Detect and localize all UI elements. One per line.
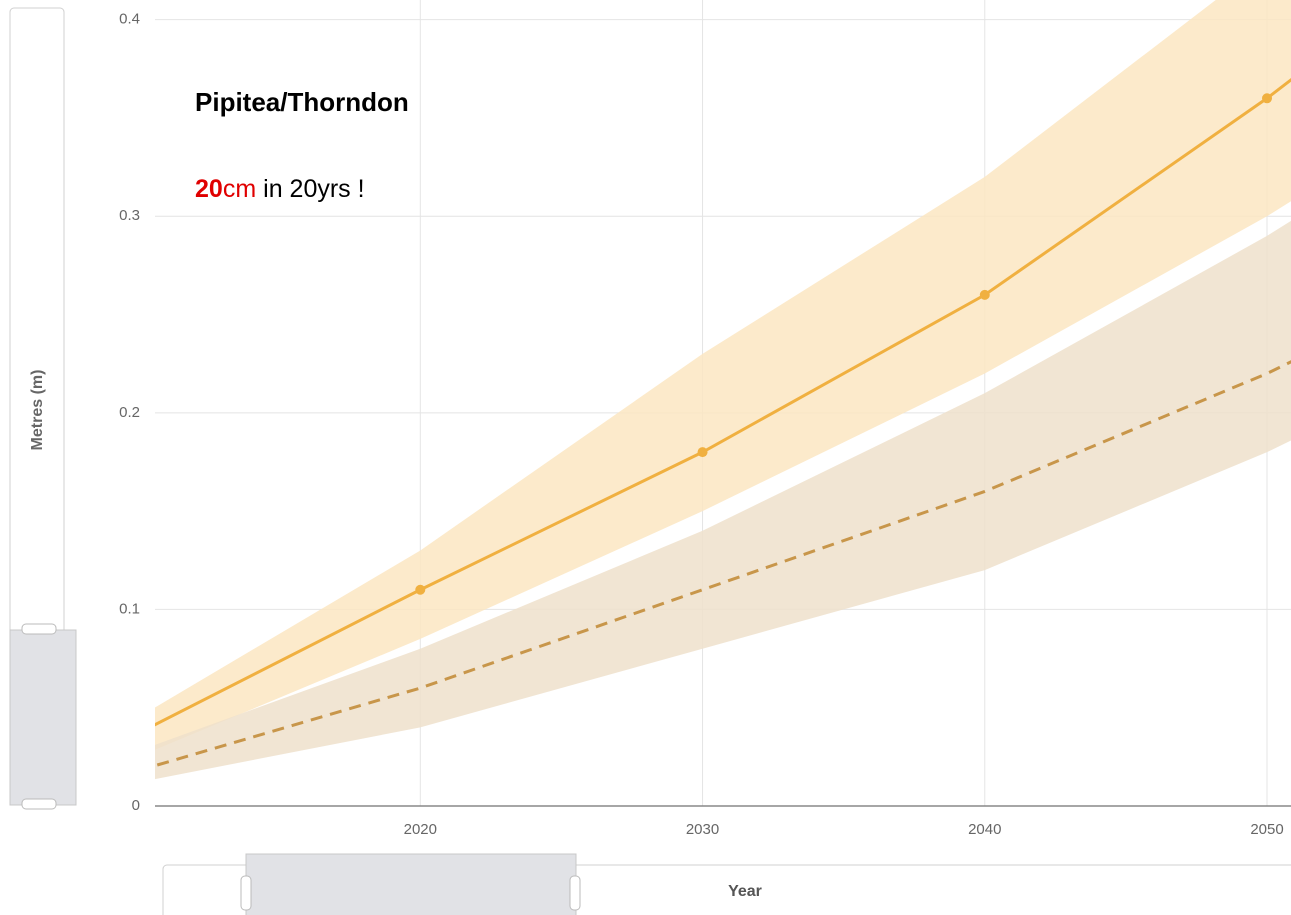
slider-handle[interactable] <box>21 623 57 635</box>
annotation-rest: in 20yrs ! <box>263 175 364 203</box>
slider-window[interactable] <box>245 853 577 915</box>
x-axis-label: Year <box>728 883 762 900</box>
annotation-highlight: 20 <box>195 175 223 203</box>
annotation-title: Pipitea/Thorndon <box>195 87 409 117</box>
data-point <box>133 728 143 738</box>
slider-handle[interactable] <box>240 875 252 911</box>
annotation-text: 20cm in 20yrs ! <box>195 175 365 203</box>
x-range-slider[interactable] <box>162 853 1291 915</box>
slider-handle[interactable] <box>569 875 581 911</box>
confidence-band <box>155 0 1291 750</box>
data-point <box>415 584 426 595</box>
x-tick-label: 2030 <box>686 821 719 838</box>
data-point <box>1262 93 1273 104</box>
x-tick-label: 2020 <box>404 821 437 838</box>
y-tick-label: 0.1 <box>119 600 140 617</box>
y-tick-label: 0.4 <box>119 11 140 28</box>
y-tick-label: 0.2 <box>119 404 140 421</box>
x-tick-label: 2050 <box>1250 821 1283 838</box>
y-axis-label: Metres (m) <box>29 370 46 451</box>
y-tick-label: 0.3 <box>119 207 140 224</box>
annotation-unit: cm <box>223 175 256 203</box>
confidence-band <box>155 220 1291 780</box>
series-line <box>155 78 1291 727</box>
data-point <box>697 447 708 458</box>
data-point <box>979 289 990 300</box>
y-tick-label: 0 <box>132 797 140 814</box>
x-tick-label: 2040 <box>968 821 1001 838</box>
series-line <box>155 360 1291 768</box>
slider-window[interactable] <box>9 629 77 806</box>
slider-handle[interactable] <box>21 798 57 810</box>
y-range-slider[interactable] <box>9 7 77 810</box>
